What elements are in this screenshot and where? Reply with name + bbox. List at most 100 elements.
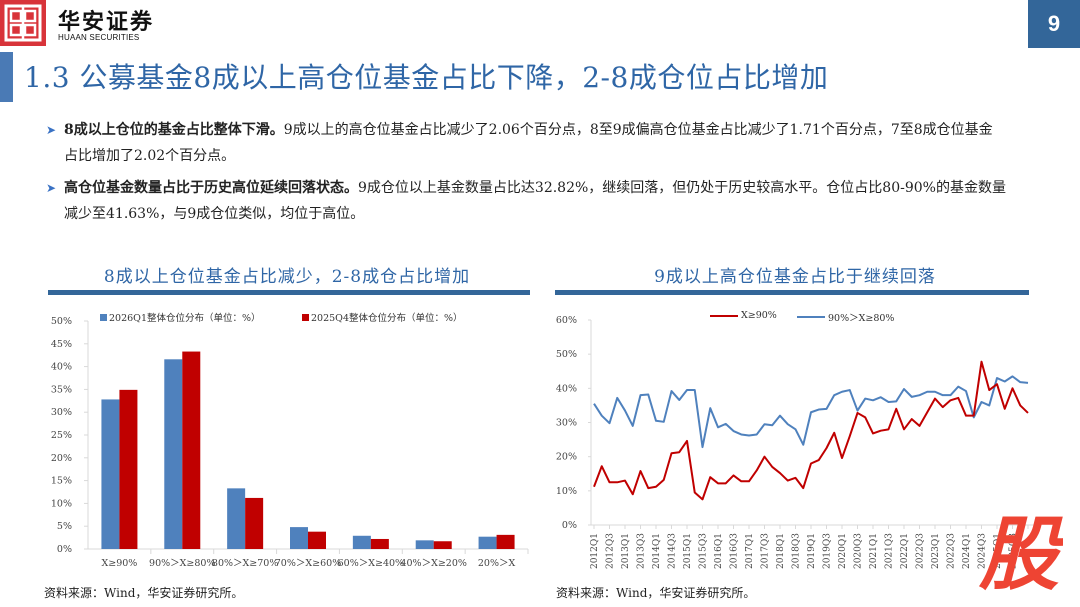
svg-text:50%: 50% <box>51 316 72 327</box>
svg-text:25%: 25% <box>51 430 72 441</box>
svg-text:2022Q3: 2022Q3 <box>916 533 926 569</box>
svg-text:2018Q3: 2018Q3 <box>792 533 802 569</box>
bar <box>478 536 497 549</box>
svg-text:20%: 20% <box>556 452 577 463</box>
svg-text:20%＞X: 20%＞X <box>478 558 516 569</box>
legend-label: 2025Q4整体仓位分布（单位：%） <box>311 313 463 324</box>
svg-text:10%: 10% <box>51 498 72 509</box>
svg-text:2025Q3: 2025Q3 <box>1009 533 1019 569</box>
svg-text:5%: 5% <box>57 521 72 532</box>
svg-text:2024Q1: 2024Q1 <box>962 533 972 569</box>
bar <box>370 538 389 549</box>
arrow-bullet-icon: ➤ <box>46 181 57 195</box>
svg-text:2013Q3: 2013Q3 <box>637 533 647 569</box>
svg-text:2017Q3: 2017Q3 <box>761 533 771 569</box>
svg-text:2025Q1: 2025Q1 <box>993 533 1003 569</box>
bar-plot-area: 0% 5% 10% 15% 20% 25% 30% 35% 40% 45% 50% X≥90% 90%＞… <box>51 316 529 569</box>
svg-text:2012Q3: 2012Q3 <box>606 533 616 569</box>
svg-text:0%: 0% <box>562 520 577 531</box>
svg-text:2015Q3: 2015Q3 <box>699 533 709 569</box>
svg-text:2020Q3: 2020Q3 <box>854 533 864 569</box>
svg-text:2018Q1: 2018Q1 <box>776 533 786 569</box>
bar <box>119 389 138 549</box>
svg-text:2022Q3: 2022Q3 <box>947 533 957 569</box>
bar-legend-item: 2025Q4整体仓位分布（单位：%） <box>302 310 463 324</box>
svg-text:2017Q1: 2017Q1 <box>745 533 755 569</box>
huaan-logo-icon <box>0 0 46 46</box>
svg-text:2021Q3: 2021Q3 <box>885 533 895 569</box>
line-legend-item: 90%＞X≥80% <box>797 310 894 324</box>
line-legend-item: X≥90% <box>710 310 777 321</box>
svg-text:0%: 0% <box>57 544 72 555</box>
bar <box>182 351 201 549</box>
legend-line-blue <box>797 316 825 318</box>
svg-text:90%＞X≥80%: 90%＞X≥80% <box>149 558 215 569</box>
bar <box>290 527 308 549</box>
bullet-item: ➤ 高仓位基金数量占比于历史高位延续回落状态。9成仓位以上基金数量占比达32.8… <box>46 175 1006 227</box>
bullet-item: ➤ 8成以上仓位的基金占比整体下滑。9成以上的高仓位基金占比减少了2.06个百分… <box>46 117 1006 169</box>
svg-text:40%＞X≥20%: 40%＞X≥20% <box>400 558 466 569</box>
svg-text:2024Q3: 2024Q3 <box>978 533 988 569</box>
svg-text:45%: 45% <box>51 339 72 350</box>
svg-text:2020Q1: 2020Q1 <box>838 533 848 569</box>
brand-logo <box>0 0 46 46</box>
gu-character-icon: 股 <box>978 508 1067 601</box>
svg-text:50%: 50% <box>556 349 577 360</box>
title-accent-bar <box>0 52 13 102</box>
bar-legend-item: 2026Q1整体仓位分布（单位：%） <box>100 310 261 324</box>
right-chart-title: 9成以上高仓位基金占比于继续回落 <box>654 267 936 287</box>
bar <box>164 359 183 549</box>
svg-text:2016Q1: 2016Q1 <box>714 533 724 569</box>
brand-name-en: HUAAN SECURITIES <box>58 33 140 42</box>
series-line <box>593 360 1029 501</box>
right-section-rule <box>555 290 1029 295</box>
left-chart-title: 8成以上仓位基金占比减少，2-8成仓占比增加 <box>103 267 471 287</box>
svg-text:2016Q3: 2016Q3 <box>730 533 740 569</box>
bar <box>415 540 434 549</box>
svg-text:15%: 15% <box>51 476 72 487</box>
svg-text:60%＞X≥40%: 60%＞X≥40% <box>338 558 404 569</box>
series-line <box>593 375 1029 449</box>
bullet-text: 9成仓位以上基金数量占比达32.82%，继续回落，但仍处于历史较高水平。仓位占比… <box>64 180 1006 222</box>
svg-text:60%: 60% <box>556 315 577 326</box>
svg-text:2014Q1: 2014Q1 <box>652 533 662 569</box>
summary-bullets: ➤ 8成以上仓位的基金占比整体下滑。9成以上的高仓位基金占比减少了2.06个百分… <box>46 117 1006 233</box>
svg-text:40%: 40% <box>51 362 72 373</box>
bullet-heading: 8成以上仓位的基金占比整体下滑。 <box>64 122 284 138</box>
bar <box>496 534 515 549</box>
svg-text:70%＞X≥60%: 70%＞X≥60% <box>275 558 341 569</box>
bar <box>101 399 120 549</box>
svg-text:2019Q1: 2019Q1 <box>807 533 817 569</box>
svg-text:20%: 20% <box>51 453 72 464</box>
bar <box>245 497 264 549</box>
bar <box>433 541 452 549</box>
bar <box>308 531 326 549</box>
svg-text:2014Q3: 2014Q3 <box>668 533 678 569</box>
legend-swatch-blue <box>100 313 107 321</box>
bar <box>352 535 371 549</box>
svg-text:X≥90%: X≥90% <box>102 558 138 569</box>
svg-text:2023Q1: 2023Q1 <box>931 533 941 569</box>
stock-watermark-badge: 股 <box>975 508 1067 601</box>
bullet-text: 9成以上的高仓位基金占比减少了2.06个百分点，8至9成偏高仓位基金占比减少了1… <box>64 122 993 164</box>
left-section-rule <box>48 290 530 295</box>
svg-text:2015Q1: 2015Q1 <box>683 533 693 569</box>
svg-text:股: 股 <box>978 512 1063 592</box>
svg-text:2019Q3: 2019Q3 <box>823 533 833 569</box>
svg-text:10%: 10% <box>556 486 577 497</box>
svg-text:40%: 40% <box>556 383 577 394</box>
svg-text:2021Q1: 2021Q1 <box>869 533 879 569</box>
legend-label: X≥90% <box>741 310 777 321</box>
page-title: 1.3 公募基金8成以上高仓位基金占比下降，2-8成仓位占比增加 <box>24 61 829 94</box>
svg-text:2022Q1: 2022Q1 <box>900 533 910 569</box>
svg-text:80%＞X≥70%: 80%＞X≥70% <box>212 558 278 569</box>
right-chart-source: 资料来源：Wind，华安证券研究所。 <box>556 586 756 600</box>
high-position-line-chart: X≥90% 90%＞X≥80% 0% 10% 20% 30% 40% 50% 60% 2012… <box>550 300 1040 580</box>
legend-line-red <box>710 314 738 317</box>
arrow-bullet-icon: ➤ <box>46 123 57 137</box>
left-chart-source: 资料来源：Wind，华安证券研究所。 <box>44 586 244 600</box>
page-number: 9 <box>1028 0 1080 48</box>
bar <box>227 488 246 549</box>
brand-name-cn: 华安证券 <box>58 9 155 35</box>
legend-label: 90%＞X≥80% <box>828 313 895 324</box>
